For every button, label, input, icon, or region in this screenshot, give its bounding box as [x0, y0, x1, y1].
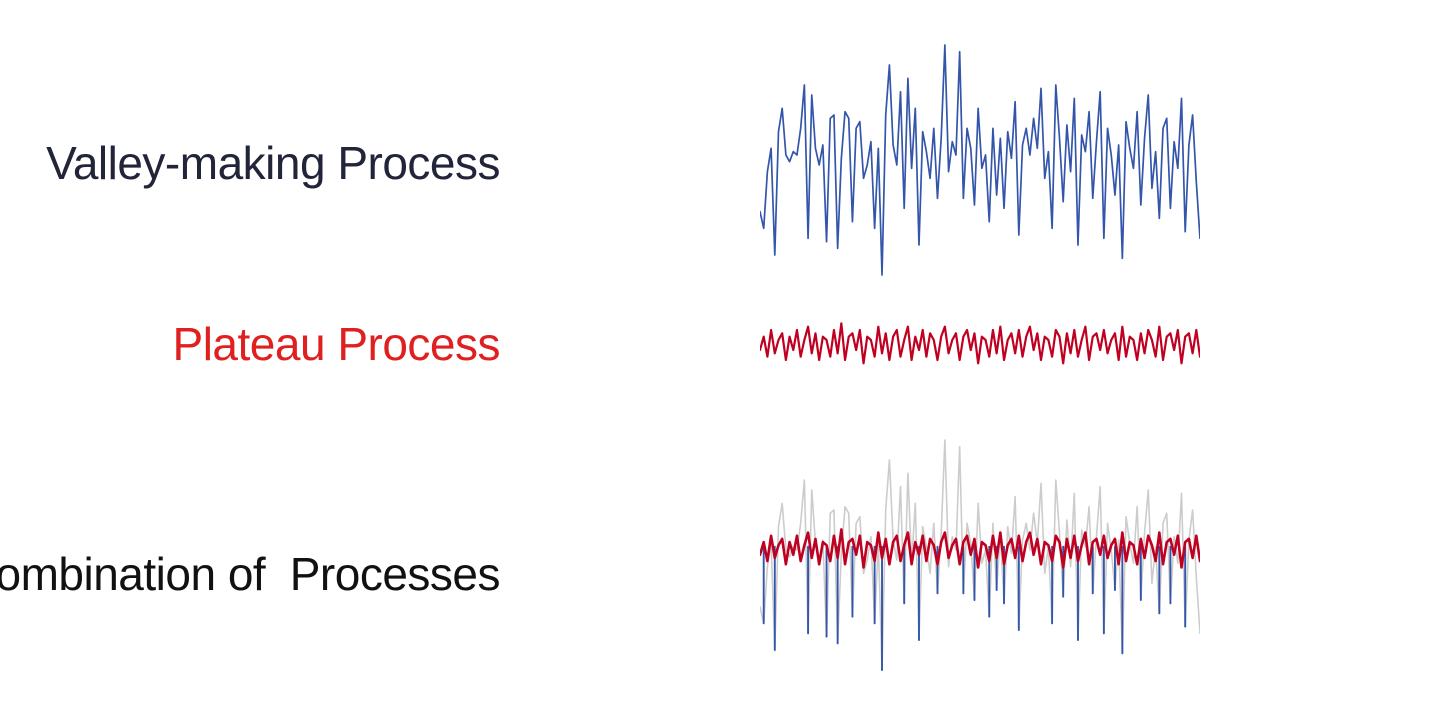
row-plateau-process: Plateau Process: [0, 305, 1200, 385]
plateau-trace: [760, 322, 1200, 365]
plateau-process-label: Plateau Process: [172, 318, 501, 370]
valley-making-process-label: Valley-making Process: [46, 137, 500, 189]
combination-trace-plot: [760, 435, 1200, 675]
plateau-trace-plot: [760, 305, 1200, 385]
combination-trace: [760, 439, 1200, 671]
combination-of-processes-label: Combination of Processes: [0, 548, 501, 600]
valley-making-trace-plot: [760, 40, 1200, 280]
valley-making-trace: [760, 44, 1200, 276]
row-valley-making-process: Valley-making Process: [0, 40, 1200, 280]
row-combination-of-processes: Combination of Processes: [0, 435, 1200, 675]
